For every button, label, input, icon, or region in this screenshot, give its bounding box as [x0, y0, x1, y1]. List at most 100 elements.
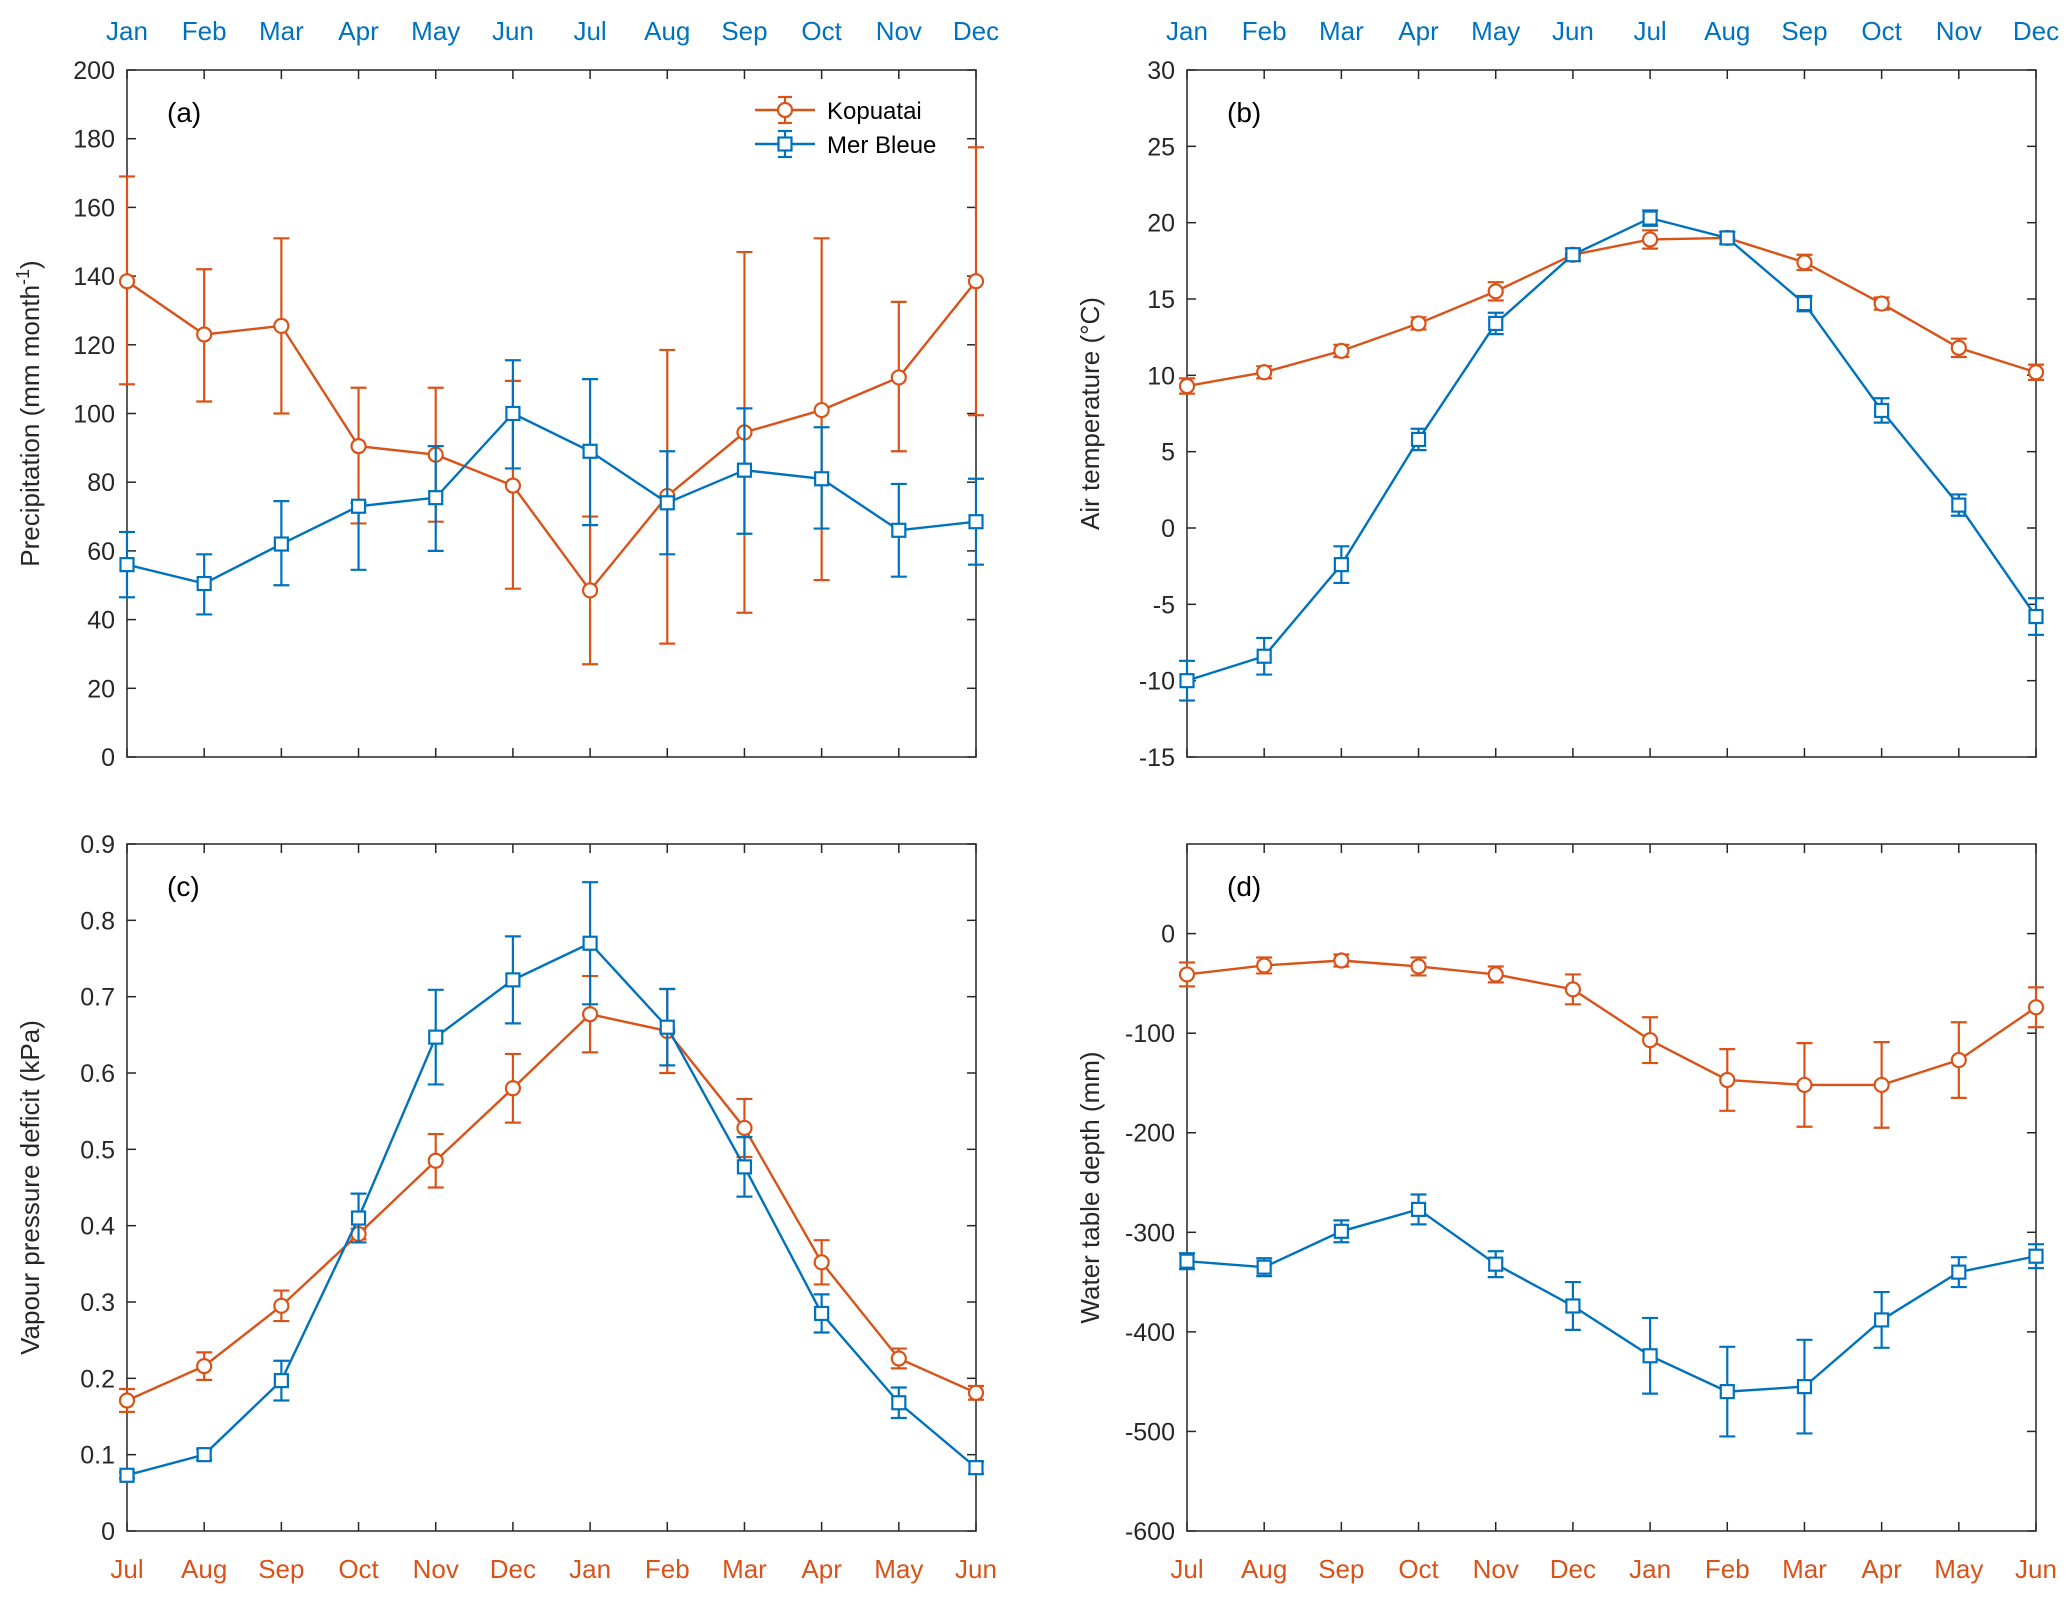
data-point-square [1796, 1379, 1813, 1395]
top-month-label: Oct [801, 16, 842, 46]
y-tick-label: 5 [1161, 439, 1175, 467]
top-month-label: Mar [1319, 16, 1364, 46]
data-point-square [1951, 497, 1967, 513]
top-month-label: May [1471, 16, 1520, 46]
y-tick-label: 0.5 [80, 1136, 115, 1164]
top-month-label: Apr [1398, 16, 1439, 46]
data-point-circle [581, 582, 599, 599]
series-line [1186, 1208, 2037, 1393]
data-point-circle [736, 1119, 753, 1137]
data-point-square [1179, 673, 1195, 689]
bottom-month-label: May [1934, 1554, 1983, 1584]
data-point-square [814, 1305, 830, 1322]
y-tick-label: 0.8 [80, 907, 115, 935]
data-point-square [891, 522, 907, 538]
data-point-square [968, 1460, 984, 1476]
y-tick-label: 180 [73, 126, 115, 154]
data-point-circle [273, 1297, 290, 1314]
data-point-circle [1950, 339, 1967, 356]
data-point-circle [890, 1350, 907, 1367]
data-point-square [1488, 315, 1504, 332]
bottom-month-label: Apr [1861, 1554, 1902, 1584]
y-tick-label: 0 [1161, 515, 1175, 543]
bottom-month-label: Dec [490, 1554, 536, 1584]
data-point-circle [2027, 999, 2045, 1016]
y-tick-label: 30 [1147, 57, 1175, 85]
top-month-label: Sep [1781, 16, 1827, 46]
y-axis-label-main: Water table depth (mm) [1075, 1051, 1105, 1323]
data-point-square [1874, 1312, 1890, 1328]
data-point-square [428, 1029, 444, 1045]
top-month-label: Oct [1861, 16, 1902, 46]
y-tick-label: 20 [87, 675, 115, 703]
data-point-square [1642, 1348, 1658, 1364]
data-point-square [119, 1467, 135, 1483]
top-month-label: Aug [644, 16, 690, 46]
y-tick-label: 0.6 [80, 1060, 115, 1088]
data-point-circle [1641, 231, 1659, 248]
bottom-month-label: Aug [181, 1554, 227, 1584]
y-tick-label: 80 [87, 469, 115, 497]
top-month-label: Feb [182, 16, 227, 46]
y-tick-label: 160 [73, 194, 115, 222]
data-point-square [1410, 431, 1427, 448]
data-point-circle [967, 273, 985, 290]
series-mer-bleue [119, 881, 984, 1483]
y-tick-label: -5 [1153, 591, 1175, 619]
data-point-circle [1487, 283, 1504, 300]
data-point-circle [350, 438, 367, 455]
y-tick-label: 0 [1161, 921, 1175, 949]
panel-label: (a) [167, 97, 201, 128]
bottom-month-label: Nov [413, 1554, 459, 1584]
top-month-label: Jun [1552, 16, 1594, 46]
data-point-square [350, 498, 367, 514]
data-point-circle [1256, 364, 1273, 381]
series-line [126, 412, 977, 585]
data-point-circle [581, 1006, 599, 1023]
data-point-circle [1719, 1071, 1736, 1089]
bottom-month-label: May [874, 1554, 923, 1584]
data-point-circle [1796, 1076, 1813, 1094]
data-point-circle [1564, 981, 1582, 998]
data-point-circle [1178, 966, 1196, 983]
data-point-circle [118, 273, 136, 290]
y-tick-label: 0.2 [80, 1365, 115, 1393]
data-point-square [1410, 1201, 1427, 1218]
bottom-month-label: Jan [1629, 1554, 1671, 1584]
top-month-label: Feb [1242, 16, 1287, 46]
y-tick-label: -500 [1125, 1418, 1175, 1446]
data-point-square [736, 1159, 753, 1175]
data-point-circle [504, 1080, 522, 1097]
panel-c: 0 0.1 0.2 0.3 0.4 0.5 0.6 0.7 0.8 0.9 Jul Aug Sep Oct… [15, 831, 997, 1584]
series-kopuatai [1178, 229, 2045, 395]
series-kopuatai [1178, 952, 2045, 1129]
legend-marker-circle [776, 101, 794, 119]
series-line [1186, 236, 2037, 388]
data-point-square [1179, 1253, 1195, 1269]
data-point-square [2028, 608, 2044, 625]
data-point-square [1951, 1264, 1967, 1280]
bottom-month-label: Jul [1170, 1554, 1203, 1584]
bottom-month-label: Apr [801, 1554, 842, 1584]
data-point-square [1719, 1384, 1735, 1400]
panel-d: -600 -500 -400 -300 -200 -100 0 Jul Aug Sep Oct Nov… [1075, 843, 2057, 1584]
series-line [126, 941, 977, 1477]
data-point-square [582, 935, 598, 951]
panel-label: (b) [1227, 97, 1261, 128]
bottom-month-label: Jun [955, 1554, 997, 1584]
data-point-square [273, 536, 289, 552]
bottom-month-label: Jan [569, 1554, 611, 1584]
y-tick-label: 10 [1147, 362, 1175, 390]
y-axis-label-main: Air temperature (°C) [1075, 297, 1105, 530]
data-point-square [1565, 247, 1581, 263]
data-point-square [428, 490, 444, 506]
series-line [126, 1012, 977, 1402]
data-point-circle [1333, 342, 1350, 360]
y-tick-label: 0 [101, 744, 115, 772]
bottom-month-label: Oct [338, 1554, 379, 1584]
bottom-month-label: Dec [1550, 1554, 1596, 1584]
y-tick-label: 40 [87, 607, 115, 635]
data-point-circle [813, 1254, 830, 1271]
bottom-month-label: Feb [645, 1554, 690, 1584]
y-tick-label: -10 [1139, 668, 1175, 696]
